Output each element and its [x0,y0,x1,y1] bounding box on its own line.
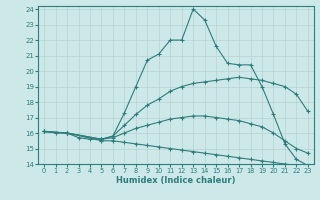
X-axis label: Humidex (Indice chaleur): Humidex (Indice chaleur) [116,176,236,185]
